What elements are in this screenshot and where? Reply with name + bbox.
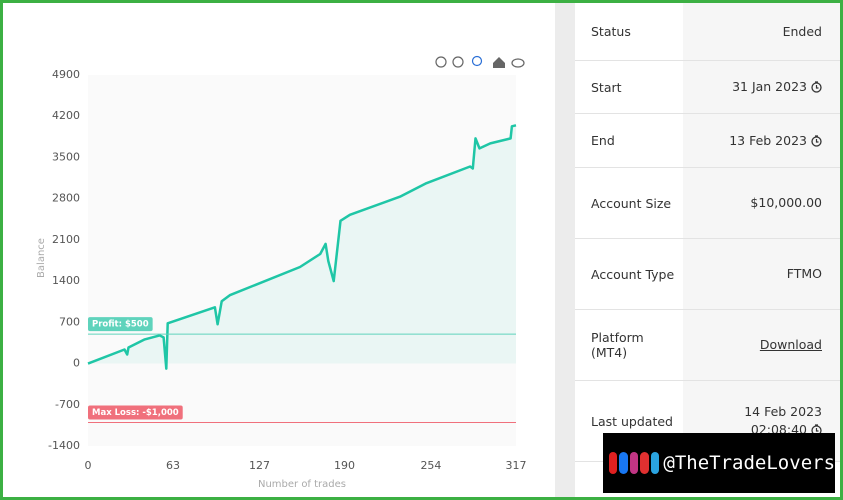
x-tick-label: 254: [420, 459, 441, 472]
hide-icon[interactable]: [511, 58, 525, 68]
profit-line-label-bg: [88, 317, 153, 332]
x-tick-label: 127: [249, 459, 270, 472]
max-loss-line-label-bg: [88, 405, 183, 420]
toolbar[interactable]: [435, 55, 525, 69]
detail-value: 13 Feb 2023: [729, 132, 822, 150]
x-axis-title: Number of trades: [258, 479, 346, 490]
detail-row: Platform (MT4) Download: [575, 310, 840, 381]
detail-value-cell: Download: [683, 310, 840, 380]
balance-line: [87, 124, 517, 370]
detail-label: End: [591, 133, 615, 148]
y-tick-label: -700: [55, 398, 80, 411]
detail-value-cell: 13 Feb 2023: [683, 114, 840, 167]
y-tick-label: 700: [59, 315, 80, 328]
x-tick-label: 0: [85, 459, 92, 472]
detail-value-cell: $10,000.00: [683, 168, 840, 238]
y-tick-label: 2800: [52, 192, 80, 205]
detail-row: Account Type FTMO: [575, 239, 840, 310]
detail-label: Platform (MT4): [591, 330, 644, 360]
detail-value: FTMO: [786, 266, 822, 281]
balance-area: [88, 125, 516, 369]
detail-value: 14 Feb 2023: [744, 404, 822, 419]
detail-label: Account Type: [591, 266, 675, 282]
y-tick-label: 3500: [52, 150, 80, 163]
zoom-in-icon[interactable]: [435, 56, 447, 68]
detail-value: $10,000.00: [750, 195, 822, 210]
detail-value-cell: FTMO: [683, 239, 840, 309]
max-loss-line-label: Max Loss: -$1,000: [92, 408, 179, 418]
profit-line-label: Profit: $500: [92, 320, 149, 330]
detail-value-cell: Ended: [683, 3, 840, 60]
y-tick-label: -1400: [48, 439, 80, 452]
detail-row: Status Ended: [575, 3, 840, 61]
detail-value-cell: 31 Jan 2023: [683, 61, 840, 113]
details-panel: Status Ended Start 31 Jan 2023 End 13 Feb 202…: [575, 3, 840, 497]
detail-label: Last updated: [591, 413, 673, 429]
detail-row: Start 31 Jan 2023: [575, 61, 840, 114]
watermark: @TheTradeLovers: [603, 433, 835, 493]
x-tick-label: 190: [334, 459, 355, 472]
x-tick-label: 63: [166, 459, 180, 472]
download-link[interactable]: Download: [759, 337, 822, 352]
y-tick-label: 4900: [52, 68, 80, 81]
detail-label: Status: [591, 24, 631, 39]
zoom-icon[interactable]: [471, 55, 483, 67]
y-tick-label: 4200: [52, 109, 80, 122]
y-tick-label: 0: [73, 357, 80, 370]
y-axis-title: Balance: [36, 238, 47, 278]
detail-row: End 13 Feb 2023: [575, 114, 840, 168]
detail-label: Account Size: [591, 195, 672, 211]
divider: [555, 3, 575, 497]
home-icon[interactable]: [493, 57, 505, 68]
y-tick-label: 1400: [52, 274, 80, 287]
watermark-text: @TheTradeLovers: [663, 452, 836, 474]
detail-row: Account Size $10,000.00: [575, 168, 840, 239]
detail-value: Ended: [782, 23, 822, 39]
detail-label: Start: [591, 79, 622, 95]
chart: Balance Number of trades 4900 4200 3500 280…: [36, 55, 527, 490]
plot-area: [88, 75, 516, 446]
x-tick-label: 317: [506, 459, 527, 472]
clock-icon: [811, 134, 822, 147]
clock-icon: [811, 81, 822, 93]
detail-value: 31 Jan 2023: [732, 78, 822, 96]
zoom-out-icon[interactable]: [452, 56, 464, 68]
y-tick-label: 2100: [52, 233, 80, 246]
